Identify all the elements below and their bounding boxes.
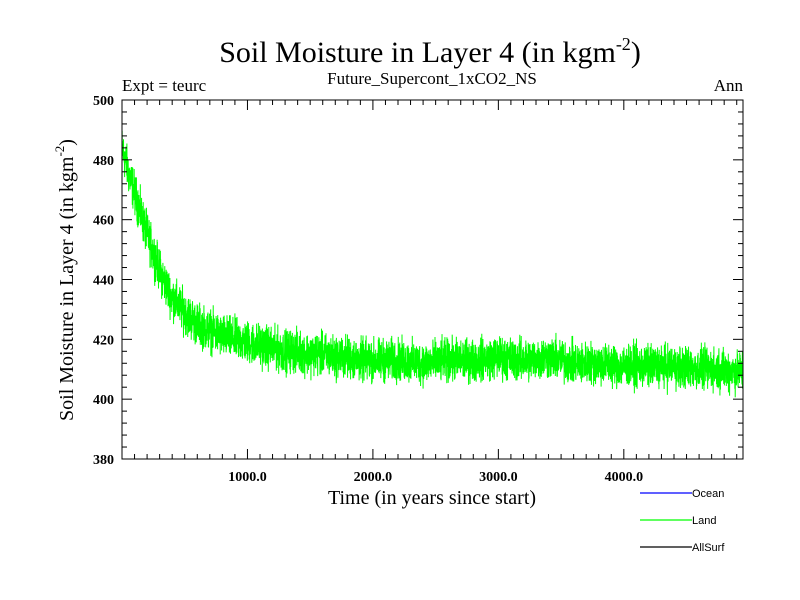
x-tick-label: 1000.0 <box>228 470 267 485</box>
chart-subtitle: Future_Supercont_1xCO2_NS <box>327 69 537 88</box>
y-axis-label: Soil Moisture in Layer 4 (in kgm-2) <box>52 139 78 421</box>
ticks-layer: 1000.0 2000.0 3000.0 4000.0 380 400 420 440 460 4… <box>93 94 743 485</box>
series-layer <box>122 130 743 398</box>
y-tick-label: 480 <box>93 154 114 169</box>
legend-label-allsurf: AllSurf <box>692 542 725 554</box>
y-tick-label: 400 <box>93 393 114 408</box>
y-tick-label: 460 <box>93 214 114 229</box>
legend-label-land: Land <box>692 515 716 527</box>
x-tick-label: 4000.0 <box>605 470 644 485</box>
x-tick-label: 2000.0 <box>354 470 393 485</box>
experiment-label: Expt = teurc <box>122 76 207 95</box>
season-label: Ann <box>714 76 744 95</box>
chart-title: Soil Moisture in Layer 4 (in kgm-2) <box>219 34 641 69</box>
legend-label-ocean: Ocean <box>692 488 724 500</box>
plot-frame <box>121 99 744 460</box>
x-axis-label: Time (in years since start) <box>328 487 536 509</box>
y-tick-label: 420 <box>93 333 114 348</box>
y-tick-label: 380 <box>93 453 114 468</box>
x-tick-label: 3000.0 <box>479 470 518 485</box>
series-line-land <box>122 130 743 398</box>
y-tick-label: 440 <box>93 274 114 289</box>
legend: Ocean Land AllSurf <box>640 488 725 554</box>
y-tick-label: 500 <box>93 94 114 109</box>
